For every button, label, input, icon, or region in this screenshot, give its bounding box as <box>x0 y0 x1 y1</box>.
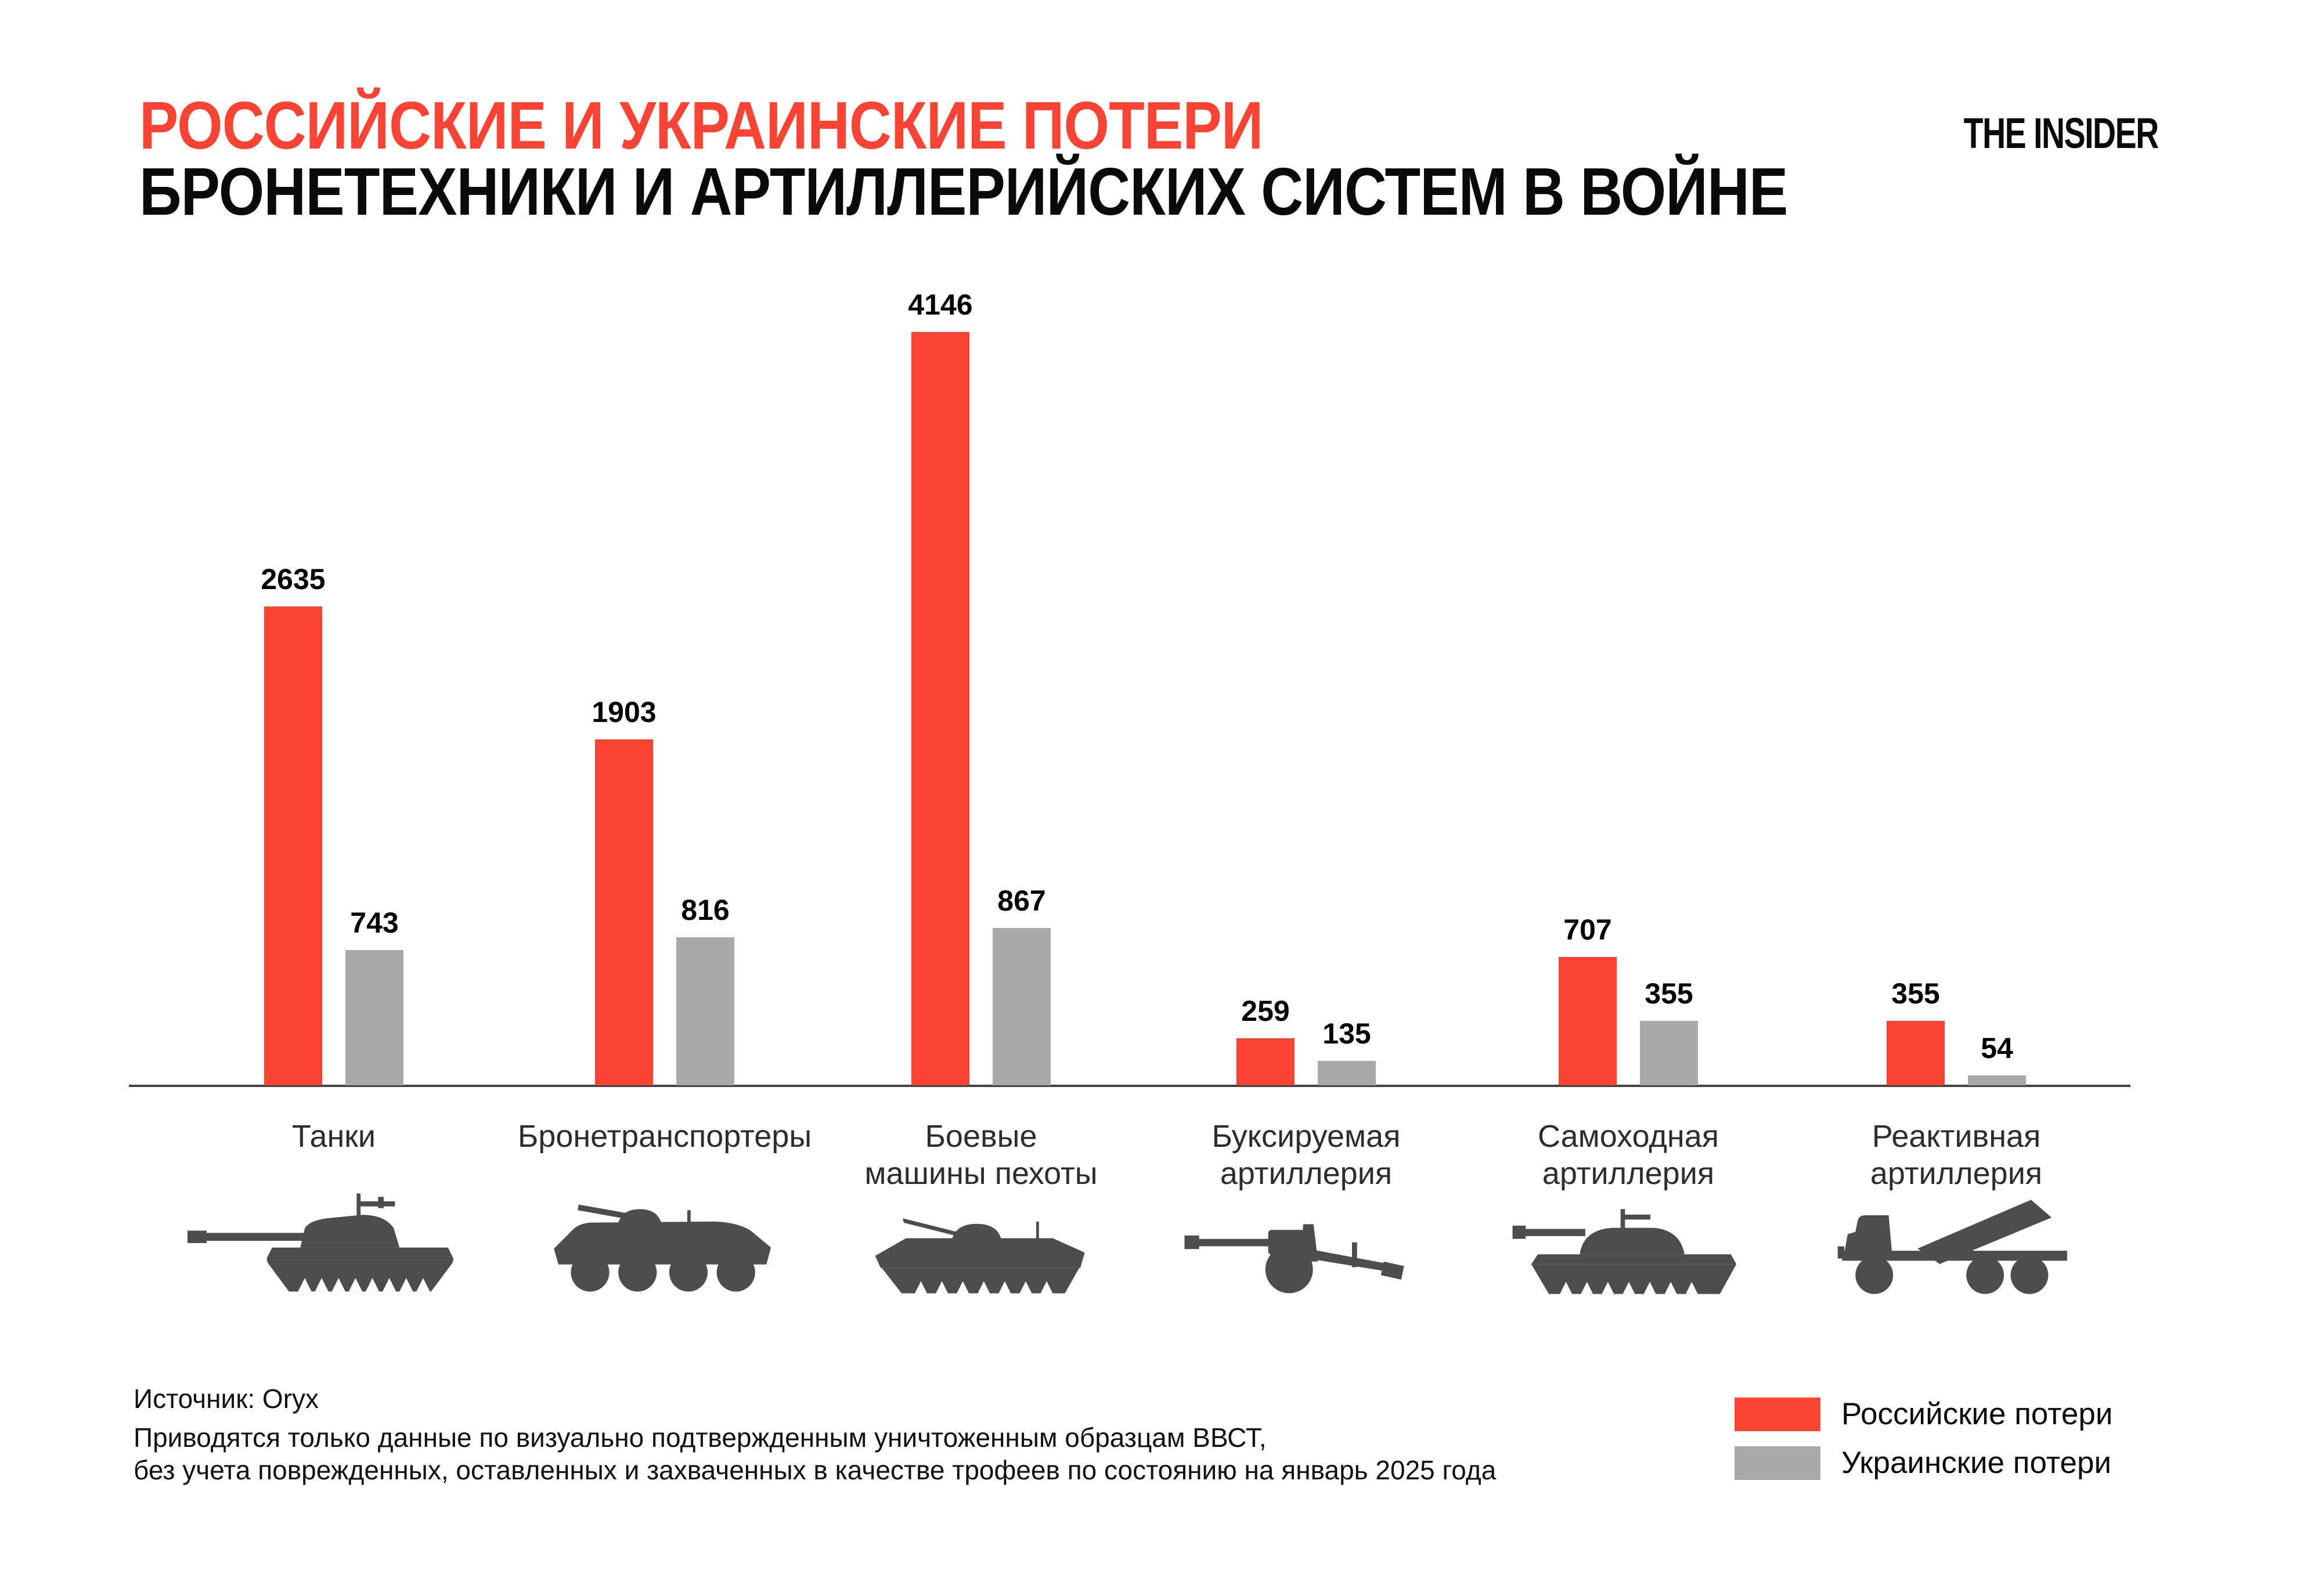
apc-icon <box>546 1194 784 1302</box>
category-label-line: Боевые <box>925 1119 1037 1154</box>
ifv-icon <box>871 1211 1091 1299</box>
source-text: Источник: Oryx <box>134 1384 319 1414</box>
spg-icon <box>1512 1201 1744 1301</box>
footer: Источник: Oryx Приводятся только данные … <box>134 1382 1496 1486</box>
category-label-line: Бронетранспортеры <box>517 1119 812 1154</box>
category-label-line: артиллерия <box>1542 1156 1715 1191</box>
category-label-line: Самоходная <box>1537 1119 1719 1154</box>
ukrainian-losses-bar-3 <box>993 928 1051 1085</box>
ukrainian-value-label-3: 867 <box>997 884 1046 917</box>
ukrainian-losses-bar-6 <box>1968 1075 2026 1085</box>
tank-icon <box>188 1181 481 1299</box>
russian-losses-bar-5 <box>1559 957 1617 1085</box>
russian-value-label-5: 707 <box>1563 913 1612 946</box>
category-label-line: артиллерия <box>1870 1156 2043 1191</box>
mlrs-icon <box>1834 1191 2078 1302</box>
legend-item-ukrainian: Украинские потери <box>1735 1445 2111 1481</box>
russian-losses-bar-3 <box>911 332 969 1085</box>
ukrainian-value-label-6: 54 <box>1981 1032 2013 1064</box>
ukrainian-losses-bar-1 <box>345 950 403 1085</box>
russian-losses-bar-6 <box>1887 1021 1945 1085</box>
footnote-line-1: Приводятся только данные по визуально по… <box>134 1422 1267 1453</box>
towed-artillery-icon <box>1184 1209 1428 1300</box>
category-label-line: артиллерия <box>1220 1156 1393 1191</box>
x-axis-line <box>129 1085 2130 1087</box>
category-label-line: Буксируемая <box>1212 1119 1401 1154</box>
legend-item-russian: Российские потери <box>1735 1396 2112 1432</box>
russian-losses-bar-1 <box>264 606 322 1085</box>
title-line-1: РОССИЙСКИЕ И УКРАИНСКИЕ ПОТЕРИ <box>139 88 1263 163</box>
russian-value-label-2: 1903 <box>592 696 657 728</box>
category-label-5: Самоходная артиллерия <box>1448 1118 1808 1192</box>
category-label-6: Реактивная артиллерия <box>1776 1118 2136 1192</box>
category-label-1: Танки <box>154 1118 514 1155</box>
category-label-line: Реактивная <box>1872 1119 2041 1154</box>
russian-value-label-4: 259 <box>1241 995 1290 1027</box>
title-line-2: БРОНЕТЕХНИКИ И АРТИЛЛЕРИЙСКИХ СИСТЕМ В В… <box>139 154 1788 229</box>
russian-value-label-6: 355 <box>1891 977 1940 1010</box>
ukrainian-value-label-5: 355 <box>1645 977 1693 1010</box>
legend-swatch-russian <box>1735 1397 1820 1431</box>
russian-losses-bar-2 <box>595 739 653 1085</box>
ukrainian-value-label-1: 743 <box>350 907 399 939</box>
legend-label-russian: Российские потери <box>1841 1397 2113 1431</box>
ukrainian-losses-bar-2 <box>676 937 734 1085</box>
russian-losses-bar-4 <box>1236 1038 1295 1085</box>
category-label-2: Бронетранспортеры <box>485 1118 845 1155</box>
russian-value-label-1: 2635 <box>261 563 326 595</box>
category-label-line: машины пехоты <box>864 1156 1098 1191</box>
the-insider-logo: THE INSIDER <box>1963 109 2159 157</box>
ukrainian-value-label-2: 816 <box>681 894 730 926</box>
legend-label-ukrainian: Украинские потери <box>1841 1446 2112 1480</box>
legend-swatch-ukrainian <box>1735 1446 1820 1480</box>
category-label-4: Буксируемая артиллерия <box>1126 1118 1486 1192</box>
russian-value-label-3: 4146 <box>908 288 973 321</box>
footnote-line-2: без учета поврежденных, оставленных и за… <box>134 1455 1497 1485</box>
ukrainian-losses-bar-4 <box>1318 1061 1376 1085</box>
category-label-3: Боевые машины пехоты <box>801 1118 1161 1192</box>
category-label-line: Танки <box>291 1119 376 1154</box>
ukrainian-losses-bar-5 <box>1640 1021 1698 1085</box>
ukrainian-value-label-4: 135 <box>1322 1017 1371 1050</box>
page-title: РОССИЙСКИЕ И УКРАИНСКИЕ ПОТЕРИ БРОНЕТЕХН… <box>139 92 2034 225</box>
